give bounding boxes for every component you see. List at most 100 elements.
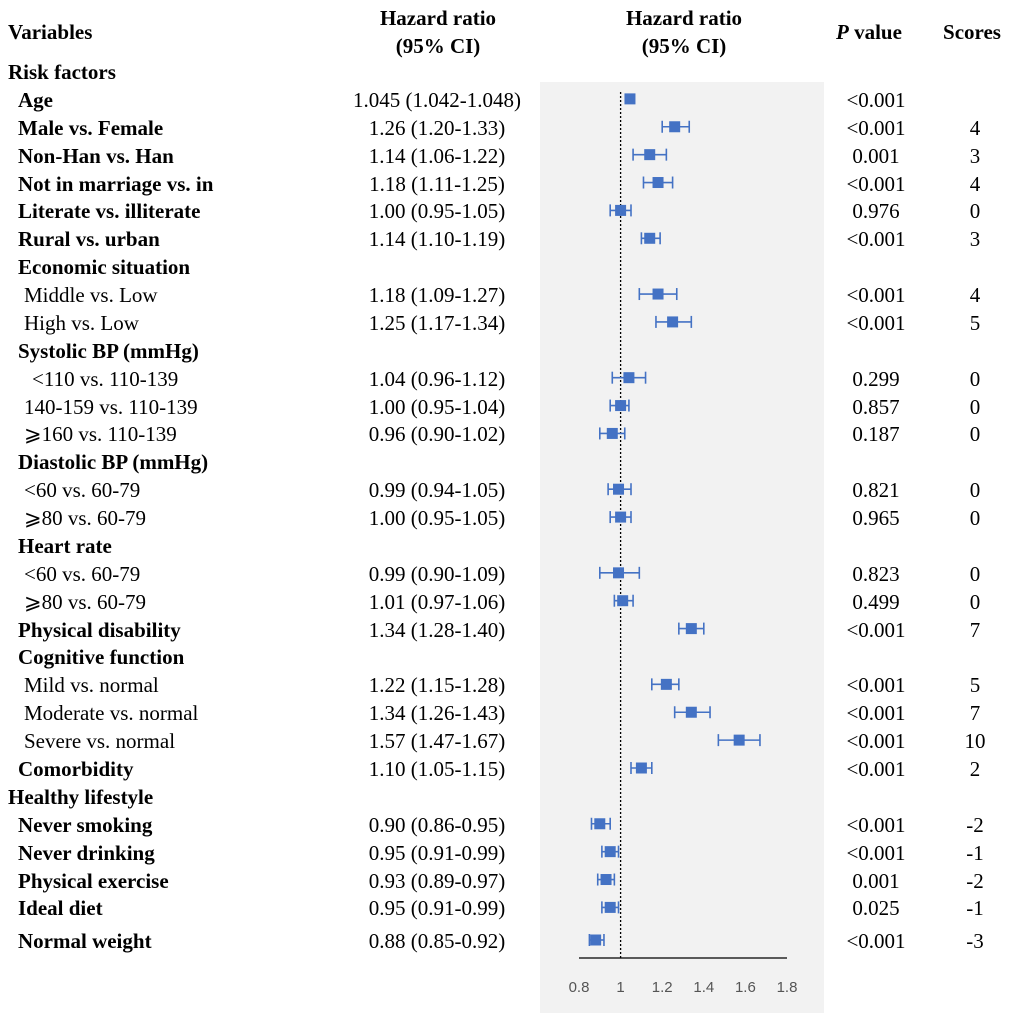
score-value: 3 (969, 227, 981, 252)
header-hr-line1: Hazard ratio (379, 6, 497, 30)
score-value: 0 (969, 589, 981, 614)
hazard-ratio-text: 1.045 (1.042-1.048) (353, 87, 521, 112)
hr-point-marker (615, 511, 627, 523)
p-value: 0.857 (852, 394, 900, 419)
variable-label: Systolic BP (mmHg) (18, 338, 199, 363)
forest-estimate (624, 93, 636, 105)
forest-estimate (588, 934, 605, 946)
score-value: 0 (969, 561, 981, 586)
forest-estimate (630, 762, 653, 774)
forest-estimate (642, 176, 674, 189)
forest-estimate (678, 622, 705, 635)
score-value: 0 (969, 394, 981, 419)
p-value: <0.001 (846, 812, 906, 837)
forest-estimate (598, 427, 626, 440)
p-value: <0.001 (846, 673, 906, 698)
p-value: <0.001 (846, 283, 906, 308)
p-value: <0.001 (846, 310, 906, 335)
hazard-ratio-text: 1.25 (1.17-1.34) (368, 310, 506, 335)
forest-estimate (661, 120, 691, 133)
hr-point-marker (660, 678, 672, 690)
variable-label: ⩾80 vs. 60-79 (24, 506, 147, 531)
p-value: 0.001 (852, 143, 900, 168)
variable-label: Cognitive function (18, 645, 185, 670)
hazard-ratio-text: 0.93 (0.89-0.97) (368, 868, 506, 893)
score-value: 0 (969, 199, 981, 224)
hazard-ratio-text: 0.90 (0.86-0.95) (368, 812, 506, 837)
section-header: Risk factors (8, 60, 116, 84)
forest-estimate (632, 148, 668, 161)
score-value: 3 (969, 143, 981, 168)
variable-label: Male vs. Female (18, 115, 164, 140)
score-value: -1 (966, 896, 984, 921)
p-value: <0.001 (846, 115, 906, 140)
variable-label: Never drinking (18, 840, 155, 865)
p-value: 0.499 (852, 589, 900, 614)
forest-estimate (601, 901, 620, 914)
variable-label: Diastolic BP (mmHg) (18, 450, 209, 475)
x-tick-label: 1.2 (652, 979, 673, 996)
hazard-ratio-text: 1.01 (0.97-1.06) (368, 589, 506, 614)
forest-estimate (609, 399, 630, 412)
score-value: 7 (969, 617, 981, 642)
p-value: <0.001 (846, 701, 906, 726)
variable-label: <60 vs. 60-79 (24, 478, 141, 503)
p-value: 0.976 (852, 199, 900, 224)
forest-estimate (609, 511, 632, 524)
score-value: -1 (966, 840, 984, 865)
p-value: 0.823 (852, 561, 900, 586)
variable-label: Heart rate (18, 533, 112, 558)
variable-label: Severe vs. normal (24, 729, 176, 754)
hazard-ratio-text: 0.99 (0.94-1.05) (368, 478, 506, 503)
p-value: <0.001 (846, 929, 906, 953)
hr-point-marker (615, 400, 627, 412)
score-value: 7 (969, 701, 981, 726)
score-value: 0 (969, 366, 981, 391)
p-value: <0.001 (846, 617, 906, 642)
hazard-ratio-text: 0.96 (0.90-1.02) (368, 422, 506, 447)
hr-point-marker (617, 595, 629, 607)
score-value: 5 (969, 310, 981, 335)
forest-estimate (717, 734, 761, 747)
hazard-ratio-text: 1.18 (1.09-1.27) (368, 283, 506, 308)
score-value: 10 (964, 729, 986, 754)
forest-estimate (609, 204, 632, 217)
hr-point-marker (590, 934, 602, 946)
hazard-ratio-text: 1.34 (1.26-1.43) (368, 701, 506, 726)
forest-estimate (601, 845, 620, 858)
hr-point-marker (733, 734, 745, 746)
variable-label: Age (18, 87, 53, 112)
variable-label: Physical disability (18, 617, 181, 642)
hazard-ratio-text: 1.26 (1.20-1.33) (368, 115, 506, 140)
variable-label: Comorbidity (18, 757, 134, 781)
p-value: 0.025 (852, 896, 900, 921)
forest-estimate (607, 483, 632, 496)
score-value: 0 (969, 478, 981, 503)
hazard-ratio-text: 1.57 (1.47-1.67) (368, 729, 506, 754)
forest-estimate (640, 232, 661, 245)
forest-estimate (596, 873, 616, 886)
p-value: 0.299 (852, 366, 900, 391)
hr-point-marker (594, 818, 606, 830)
hazard-ratio-text: 1.04 (0.96-1.12) (368, 366, 506, 391)
forest-estimate (655, 315, 693, 328)
hr-point-marker (685, 706, 697, 718)
p-value: 0.965 (852, 506, 900, 531)
header-p-value: P value (836, 18, 902, 46)
hazard-ratio-text: 0.99 (0.90-1.09) (368, 561, 506, 586)
x-tick-label: 0.8 (569, 979, 590, 996)
header-scores: Scores (943, 20, 1001, 44)
variable-label: ⩾160 vs. 110-139 (24, 422, 177, 447)
variable-label: Physical exercise (18, 868, 169, 893)
hr-point-marker (667, 316, 679, 328)
variable-label: Normal weight (18, 929, 152, 953)
plot-background (540, 82, 824, 1013)
hr-point-marker (644, 232, 656, 244)
variable-label: Middle vs. Low (24, 283, 158, 308)
x-tick-label: 1.4 (693, 979, 714, 996)
hr-point-marker (652, 177, 664, 189)
variable-label: <60 vs. 60-79 (24, 561, 141, 586)
hazard-ratio-text: 1.34 (1.28-1.40) (368, 617, 506, 642)
variable-label: Ideal diet (18, 896, 103, 921)
